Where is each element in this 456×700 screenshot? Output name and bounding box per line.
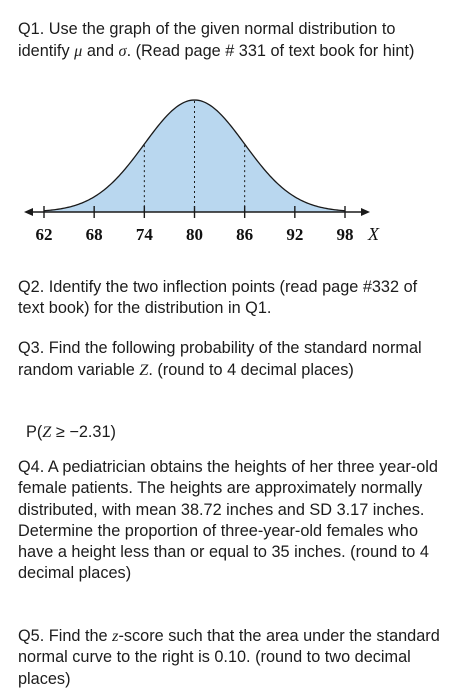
question-1: Q1. Use the graph of the given normal di…	[18, 19, 443, 63]
question-3: Q3. Find the following probability of th…	[18, 338, 443, 382]
x-axis-right-arrow	[361, 208, 370, 216]
x-axis-ticks	[43, 206, 346, 218]
dashed-reference-lines	[143, 101, 246, 212]
question-1-text-c: . (Read page # 331 of text book for hint…	[126, 42, 415, 61]
question-5: Q5. Find the z-score such that the area …	[18, 625, 443, 690]
formula-open: P(	[26, 423, 43, 441]
question-4: Q4. A pediatrician obtains the heights o…	[18, 458, 438, 583]
question-2: Q2. Identify the two inflection points (…	[18, 278, 418, 318]
mu-symbol: μ	[74, 41, 83, 61]
x-tick-label-86: 86	[236, 225, 253, 244]
question-1-text-b: and	[82, 42, 119, 61]
x-tick-label-62: 62	[36, 225, 53, 244]
sigma-symbol: σ	[118, 41, 127, 61]
formula-rest: ≥ −2.31)	[51, 423, 116, 441]
x-tick-label-74: 74	[136, 225, 154, 244]
z-score-variable: z	[112, 626, 119, 645]
z-variable: Z	[139, 360, 149, 380]
normal-distribution-graph: 62 68 74 80 86 92 98 X	[24, 99, 380, 244]
formula-z: Z	[42, 422, 52, 441]
normal-curve	[43, 99, 346, 212]
x-axis-left-arrow	[24, 208, 33, 216]
x-tick-label-68: 68	[86, 225, 103, 244]
probability-expression: P(Z ≥ −2.31)	[26, 421, 116, 443]
x-axis-label: X	[367, 224, 380, 244]
question-3-text-a: Q3. Find the following probability of th…	[18, 339, 422, 380]
x-axis-tick-labels: 62 68 74 80 86 92 98	[36, 225, 354, 244]
x-tick-label-80: 80	[186, 225, 203, 244]
question-1-text-a: Q1. Use the graph of the given normal di…	[18, 20, 396, 61]
question-5-text-b: -score such that the area under the stan…	[18, 627, 440, 688]
x-tick-label-92: 92	[286, 225, 303, 244]
question-5-text-a: Q5. Find the	[18, 627, 113, 645]
x-tick-label-98: 98	[337, 225, 354, 244]
question-3-text-b: . (round to 4 decimal places)	[148, 361, 354, 380]
